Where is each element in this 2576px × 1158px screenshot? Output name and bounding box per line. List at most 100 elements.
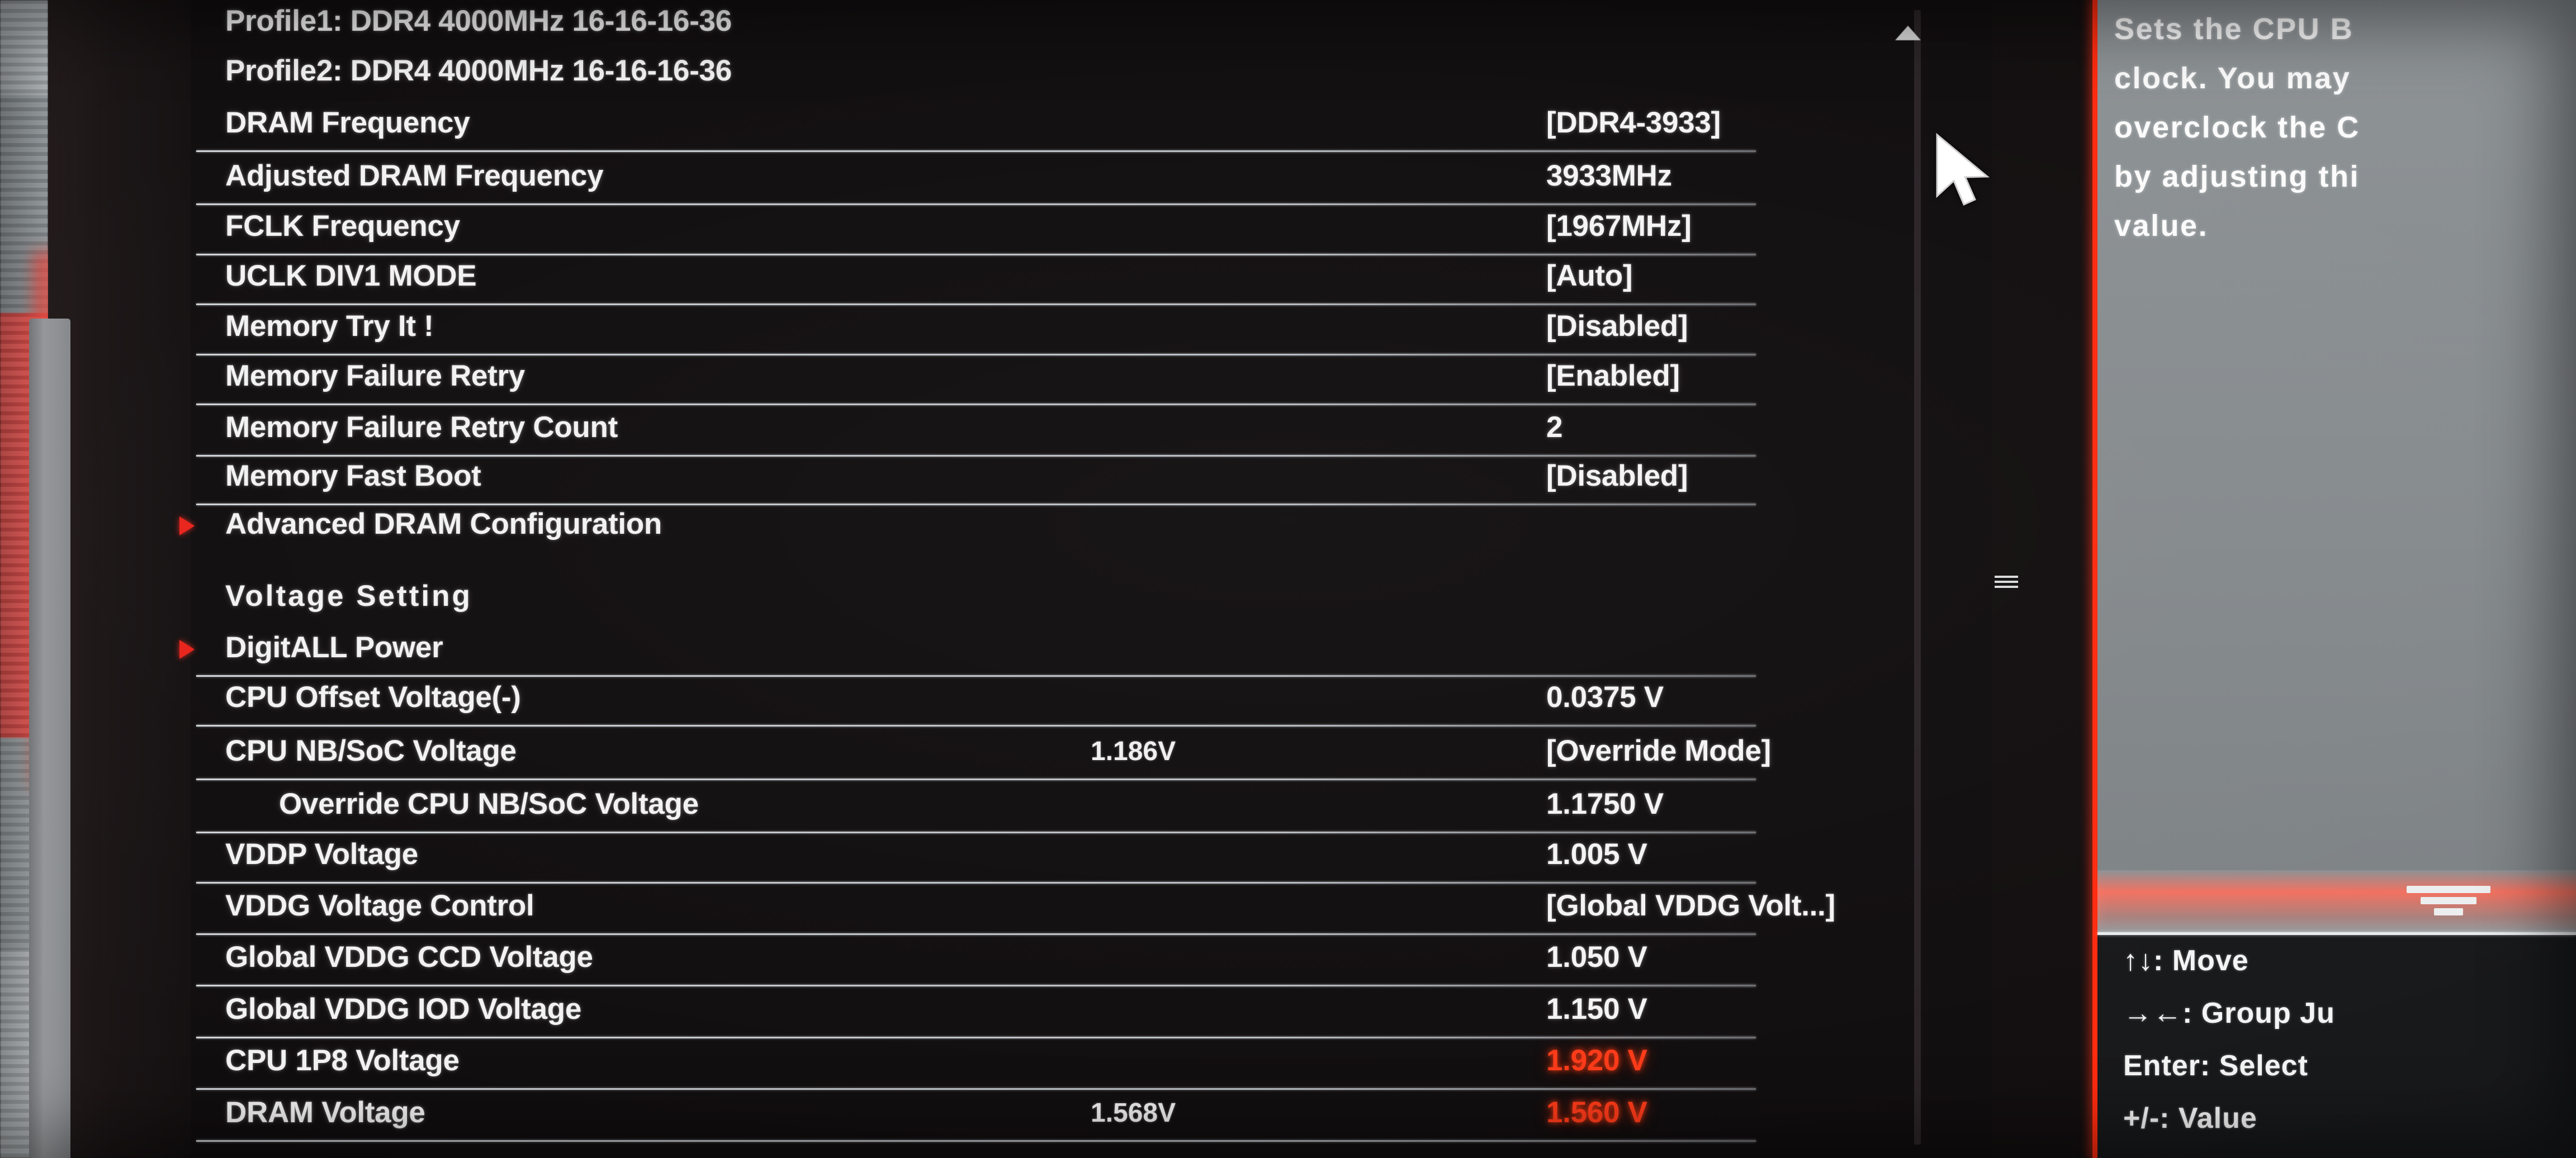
setting-label: DRAM Frequency: [225, 106, 470, 139]
row-separator: [196, 1036, 1756, 1038]
help-panel: Sets the CPU B clock. You may overclock …: [2097, 0, 2576, 872]
setting-label: UCLK DIV1 MODE: [225, 259, 477, 293]
help-panel-accent-band: [2097, 870, 2576, 933]
settings-list-panel: Profile1: DDR4 4000MHz 16-16-16-36 Profil…: [179, 0, 1992, 1158]
row-separator: [196, 933, 1756, 936]
setting-value[interactable]: [Global VDDG Volt...]: [1546, 889, 1835, 923]
settings-row[interactable]: Profile1: DDR4 4000MHz 16-16-16-36: [191, 0, 1992, 49]
settings-row[interactable]: CPU 1P8 Voltage 1.920 V: [191, 1040, 1992, 1090]
settings-row[interactable]: Memory Failure Retry [Enabled]: [191, 355, 1992, 406]
setting-value[interactable]: 0.0375 V: [1546, 681, 1664, 714]
setting-label: DRAM Voltage: [225, 1095, 425, 1129]
setting-value[interactable]: [1967MHz]: [1546, 209, 1692, 243]
setting-label: Adjusted DRAM Frequency: [225, 159, 604, 193]
setting-label: Global VDDG CCD Voltage: [225, 941, 593, 974]
setting-label: Memory Try It !: [225, 309, 434, 343]
setting-label: Memory Failure Retry: [225, 359, 525, 393]
setting-value[interactable]: 1.1750 V: [1546, 787, 1664, 821]
row-separator: [196, 455, 1756, 457]
row-separator: [196, 203, 1756, 206]
settings-row[interactable]: Memory Failure Retry Count 2: [191, 406, 1992, 457]
setting-current-reading: 1.186V: [1091, 736, 1176, 766]
setting-label: CPU 1P8 Voltage: [225, 1044, 460, 1078]
legend-move: ↑↓: Move: [2123, 945, 2249, 977]
settings-row[interactable]: CPU Offset Voltage(-) 0.0375 V: [191, 676, 1992, 727]
setting-label: Voltage Setting: [225, 579, 472, 613]
row-separator: [196, 353, 1756, 355]
setting-label: VDDP Voltage: [225, 837, 418, 871]
submenu-chevron-icon: [179, 639, 195, 659]
row-separator: [196, 253, 1756, 255]
settings-row[interactable]: VDDG Voltage Control [Global VDDG Volt...…: [191, 885, 1992, 936]
screen-left-margin: [48, 0, 191, 1158]
stack-bars-icon: [2404, 886, 2493, 918]
row-separator: [196, 150, 1756, 152]
row-separator: [196, 675, 1756, 677]
setting-label: CPU Offset Voltage(-): [225, 681, 521, 714]
setting-current-reading: 1.568V: [1091, 1098, 1176, 1128]
scrollbar-track[interactable]: [1914, 10, 1921, 1145]
row-separator: [196, 985, 1756, 987]
settings-row[interactable]: Global VDDG CCD Voltage 1.050 V: [191, 936, 1992, 987]
settings-row[interactable]: Global VDDG IOD Voltage 1.150 V: [191, 988, 1992, 1038]
setting-label: Memory Failure Retry Count: [225, 411, 618, 444]
settings-row[interactable]: DRAM Voltage 1.568V 1.560 V: [191, 1091, 1992, 1142]
settings-row[interactable]: DRAM Frequency [DDR4-3933]: [191, 102, 1992, 152]
settings-row[interactable]: VDDP Voltage 1.005 V: [191, 833, 1992, 884]
setting-label: CPU NB/SoC Voltage: [225, 734, 517, 767]
row-separator: [196, 1088, 1756, 1090]
panel-divider: [2092, 0, 2097, 1158]
setting-value[interactable]: [Enabled]: [1546, 359, 1680, 393]
setting-label: Global VDDG IOD Voltage: [225, 992, 582, 1026]
settings-row[interactable]: Adjusted DRAM Frequency 3933MHz: [191, 155, 1992, 206]
help-text: Sets the CPU B clock. You may overclock …: [2114, 12, 2360, 243]
setting-label: Advanced DRAM Configuration: [225, 507, 662, 541]
setting-label: DigitALL Power: [225, 630, 443, 664]
setting-value[interactable]: 1.920 V: [1546, 1044, 1647, 1078]
row-separator: [196, 503, 1756, 505]
setting-value[interactable]: 1.005 V: [1546, 837, 1647, 871]
legend-enter-select: Enter: Select: [2123, 1050, 2308, 1082]
row-separator: [196, 404, 1756, 406]
row-separator: [196, 778, 1756, 780]
submenu-chevron-icon: [179, 516, 195, 536]
setting-label: Override CPU NB/SoC Voltage: [279, 787, 699, 821]
setting-value[interactable]: 3933MHz: [1546, 159, 1672, 193]
setting-value[interactable]: 1.560 V: [1546, 1095, 1647, 1129]
settings-row[interactable]: DigitALL Power: [179, 627, 1992, 677]
row-separator: [196, 881, 1756, 884]
settings-row[interactable]: Memory Fast Boot [Disabled]: [191, 455, 1992, 505]
settings-row[interactable]: Memory Try It ! [Disabled]: [191, 305, 1992, 355]
setting-value[interactable]: 2: [1546, 411, 1563, 444]
settings-row[interactable]: FCLK Frequency [1967MHz]: [191, 205, 1992, 255]
settings-row[interactable]: CPU NB/SoC Voltage 1.186V [Override Mode]: [191, 730, 1992, 780]
scroll-up-arrow-icon[interactable]: [1895, 26, 1921, 40]
setting-value[interactable]: [Auto]: [1546, 259, 1633, 293]
scrollbar-thumb[interactable]: [29, 319, 70, 1158]
setting-value[interactable]: [DDR4-3933]: [1546, 106, 1721, 139]
settings-row[interactable]: Profile2: DDR4 4000MHz 16-16-16-36: [191, 50, 1992, 99]
setting-label: Profile1: DDR4 4000MHz 16-16-16-36: [225, 4, 732, 37]
legend-group-jump: →←: Group Ju: [2123, 997, 2335, 1029]
settings-row[interactable]: UCLK DIV1 MODE [Auto]: [191, 255, 1992, 306]
setting-label: Memory Fast Boot: [225, 459, 481, 492]
setting-label: VDDG Voltage Control: [225, 889, 534, 923]
setting-value[interactable]: 1.050 V: [1546, 941, 1647, 974]
settings-row[interactable]: Advanced DRAM Configuration: [179, 503, 1992, 552]
setting-value[interactable]: [Override Mode]: [1546, 734, 1771, 767]
scrollbar-grip-icon: [1995, 576, 2018, 588]
setting-value[interactable]: [Disabled]: [1546, 459, 1688, 492]
row-separator: [196, 303, 1756, 306]
setting-label: Profile2: DDR4 4000MHz 16-16-16-36: [225, 54, 732, 88]
key-legend-panel: ↑↓: Move →←: Group Ju Enter: Select +/-:…: [2097, 935, 2576, 1158]
row-separator: [196, 725, 1756, 727]
setting-value[interactable]: 1.150 V: [1546, 992, 1647, 1026]
help-panel-separator: [2097, 932, 2576, 935]
setting-label: FCLK Frequency: [225, 209, 460, 243]
legend-plus-minus-value: +/-: Value: [2123, 1102, 2257, 1135]
settings-row: Voltage Setting: [191, 575, 1992, 624]
settings-row[interactable]: Override CPU NB/SoC Voltage 1.1750 V: [191, 783, 1992, 834]
setting-value[interactable]: [Disabled]: [1546, 309, 1688, 343]
row-separator: [196, 832, 1756, 834]
